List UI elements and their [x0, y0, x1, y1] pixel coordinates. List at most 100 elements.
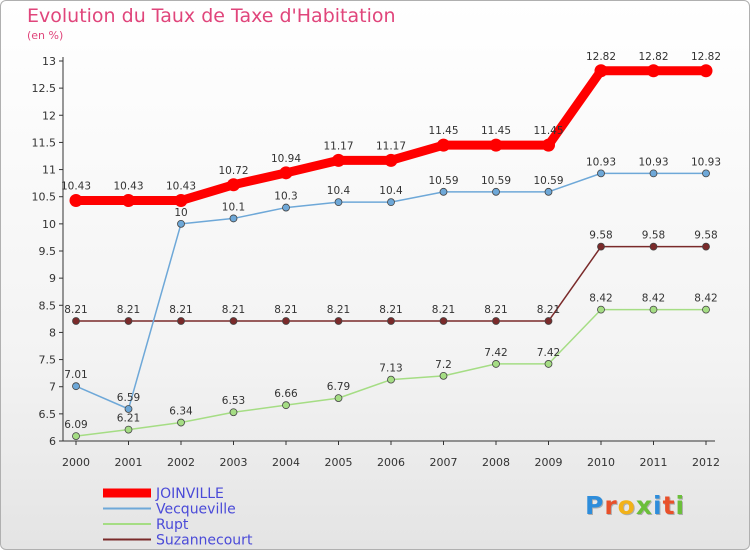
y-tick-label: 11: [42, 164, 56, 177]
x-tick-label: 2003: [220, 456, 248, 469]
data-label: 8.21: [222, 304, 245, 316]
x-tick-label: 2010: [587, 456, 615, 469]
data-label: 6.79: [327, 381, 350, 393]
data-point: [439, 371, 448, 380]
data-point: [492, 317, 500, 325]
x-tick-label: 2012: [692, 456, 720, 469]
x-tick-label: 2008: [482, 456, 510, 469]
data-label: 7.13: [379, 363, 402, 375]
data-point: [72, 317, 80, 325]
data-label: 10.43: [61, 181, 91, 193]
data-label: 6.66: [274, 388, 298, 400]
data-point: [597, 242, 605, 251]
data-label: 10.1: [222, 201, 245, 213]
data-label: 8.21: [484, 304, 507, 316]
data-label: 11.17: [376, 140, 406, 152]
data-point: [69, 194, 83, 208]
data-point: [597, 305, 605, 314]
data-point: [544, 187, 553, 196]
data-label: 8.21: [274, 304, 297, 316]
y-tick-label: 6: [49, 435, 56, 448]
data-label: 10.93: [691, 156, 721, 168]
data-label: 11.45: [481, 125, 511, 137]
data-point: [282, 203, 290, 212]
data-point: [649, 242, 658, 251]
data-point: [387, 317, 395, 325]
data-point: [439, 317, 448, 325]
series-suzannecourt: 8.21 8.21 8.21 8.21 8.21 8.21 8.21 8.21 8.21 8.21…: [64, 230, 718, 325]
data-point: [282, 317, 290, 325]
data-point: [124, 425, 133, 434]
data-point: [177, 418, 185, 427]
data-point: [334, 317, 343, 325]
chart-title: Evolution du Taux de Taxe d'Habitation: [27, 5, 396, 27]
data-point: [387, 198, 395, 207]
y-tick-label: 7: [49, 381, 56, 394]
data-label: 10.4: [327, 185, 351, 197]
y-tick-label: 9.5: [39, 245, 57, 258]
data-label: 10.94: [271, 153, 301, 165]
x-tick-label: 2001: [115, 456, 143, 469]
data-label: 12.82: [586, 51, 616, 63]
data-point: [174, 194, 188, 208]
data-point: [122, 194, 135, 208]
data-label: 9.58: [694, 230, 717, 242]
data-label: 8.21: [64, 304, 87, 316]
y-tick-label: 7.5: [39, 354, 57, 367]
data-label: 6.53: [222, 395, 245, 407]
data-point: [437, 138, 450, 152]
data-label: 8.21: [169, 304, 192, 316]
data-point: [334, 394, 343, 403]
data-label: 10.59: [533, 175, 563, 187]
data-label: 8.21: [117, 304, 140, 316]
data-label: 10.3: [274, 191, 297, 203]
data-label: 10.59: [428, 175, 458, 187]
x-tick-label: 2007: [430, 456, 458, 469]
data-label: 11.45: [533, 125, 563, 137]
data-point: [649, 305, 658, 314]
data-label: 10.59: [481, 175, 511, 187]
x-tick-label: 2005: [325, 456, 353, 469]
y-tick-label: 12.5: [32, 82, 57, 95]
data-point: [124, 317, 133, 325]
data-label: 11.17: [323, 140, 353, 152]
data-point: [229, 214, 238, 223]
data-point: [177, 317, 185, 325]
y-tick-label: 13: [42, 55, 56, 68]
data-label: 8.21: [537, 304, 560, 316]
data-label: 10.93: [638, 156, 668, 168]
data-label: 12.82: [691, 51, 721, 63]
series-vecqueville: 7.01 6.59 10 10.1 10.3 10.4 10.4 10.59 10.59 10.5…: [64, 156, 721, 413]
series-joinville: 10.43 10.43 10.43 10.72 10.94 11.17 11.17 11.45…: [61, 51, 721, 208]
x-tick-label: 2011: [640, 456, 668, 469]
data-point: [492, 187, 500, 196]
legend-label: JOINVILLE: [155, 486, 224, 502]
data-label: 8.42: [694, 293, 717, 305]
data-label: 8.42: [589, 293, 612, 305]
data-point: [702, 169, 710, 178]
data-point: [649, 169, 658, 178]
data-point: [489, 138, 503, 152]
y-tick-label: 10: [42, 218, 56, 231]
data-label: 7.2: [435, 359, 452, 371]
data-label: 10.4: [379, 185, 403, 197]
data-label: 7.42: [537, 347, 560, 359]
data-label: 6.09: [64, 419, 87, 431]
data-label: 6.21: [117, 413, 140, 425]
data-label: 8.21: [379, 304, 402, 316]
y-tick-label: 12: [42, 109, 56, 122]
data-point: [229, 317, 238, 325]
data-point: [227, 178, 240, 192]
data-point: [177, 219, 185, 228]
data-point: [542, 138, 555, 152]
data-point: [439, 187, 448, 196]
data-label: 10.43: [113, 181, 143, 193]
y-tick-label: 11.5: [32, 136, 57, 149]
data-point: [597, 169, 605, 178]
chart-subtitle: (en %): [27, 29, 64, 42]
data-point: [387, 375, 395, 384]
data-label: 6.59: [117, 392, 140, 404]
y-tick-label: 9: [49, 272, 56, 285]
